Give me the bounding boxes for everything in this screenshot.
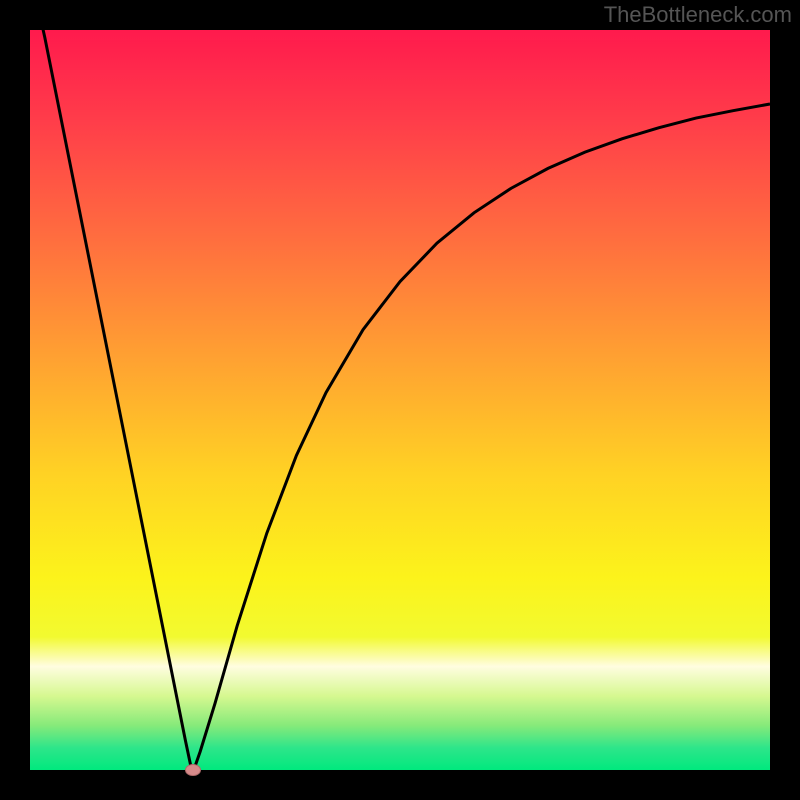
plot-area — [30, 30, 770, 770]
bottleneck-curve — [30, 30, 770, 770]
minimum-marker — [185, 764, 201, 776]
watermark-label: TheBottleneck.com — [604, 2, 792, 28]
